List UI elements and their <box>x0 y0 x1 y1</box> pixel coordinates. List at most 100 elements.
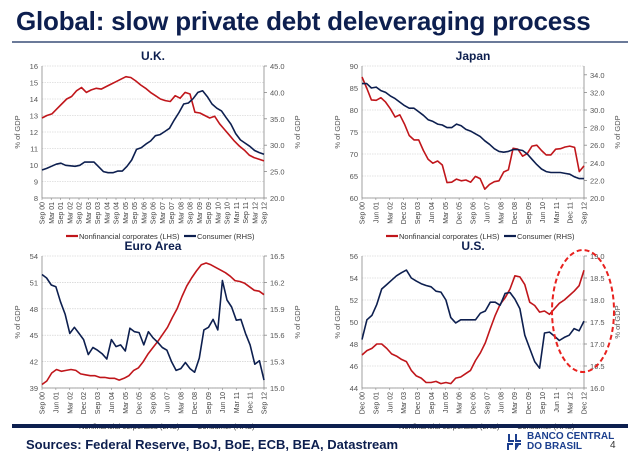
y-tick-right: 24.0 <box>590 159 605 168</box>
y-tick-right: 45.0 <box>270 62 285 71</box>
x-tick-label: Jun 08 <box>498 392 505 413</box>
y-tick-right: 30.0 <box>590 106 605 115</box>
x-tick-label: Sep 06 <box>151 202 158 224</box>
x-tick-label: Mar 08 <box>498 202 505 224</box>
y-axis-label-right: % of GDP <box>613 305 622 338</box>
x-tick-label: Mar 07 <box>160 202 167 224</box>
y-axis-label-right: % of GDP <box>293 115 302 148</box>
x-tick-label: Sep 03 <box>95 202 102 224</box>
series-line-consumer <box>361 269 585 369</box>
y-tick-left: 65 <box>350 172 358 181</box>
y-tick-left: 39 <box>30 384 38 393</box>
chart-title: Japan <box>456 49 491 63</box>
y-axis-label-left: % of GDP <box>13 305 22 338</box>
x-tick-label: Jun 07 <box>484 202 491 223</box>
y-tick-left: 60 <box>350 194 358 203</box>
footer-divider <box>12 424 628 428</box>
x-tick-label: Mar 09 <box>512 392 519 414</box>
series-line-nonfinancial-corporates <box>361 270 585 385</box>
x-tick-label: Jun 10 <box>540 202 547 223</box>
y-tick-right: 18.5 <box>590 274 605 283</box>
y-tick-right: 15.0 <box>270 384 285 393</box>
y-tick-left: 54 <box>30 252 38 261</box>
x-tick-label: Sep 09 <box>206 202 213 224</box>
y-tick-left: 85 <box>350 84 358 93</box>
y-tick-right: 28.0 <box>590 124 605 133</box>
chart-title: U.S. <box>461 239 484 253</box>
x-tick-label: Sep 08 <box>188 202 195 224</box>
x-tick-label: Dec 02 <box>401 202 408 224</box>
x-tick-label: Jun 11 <box>554 392 561 413</box>
x-tick-label: Jun 02 <box>387 392 394 413</box>
x-tick-label: Jun 04 <box>109 392 116 413</box>
y-tick-right: 16.5 <box>270 252 285 261</box>
y-tick-left: 50 <box>350 318 358 327</box>
y-tick-left: 16 <box>30 62 38 71</box>
y-tick-right: 20.0 <box>590 194 605 203</box>
x-tick-label: Dec 00 <box>360 392 367 414</box>
x-tick-label: Sep 03 <box>95 392 102 414</box>
logo-line-1: BANCO CENTRAL <box>527 431 615 442</box>
y-tick-left: 46 <box>350 362 358 371</box>
x-tick-label: Dec 11 <box>248 392 255 414</box>
y-axis-label-right: % of GDP <box>613 115 622 148</box>
x-tick-label: Jun 04 <box>429 202 436 223</box>
y-tick-left: 48 <box>350 340 358 349</box>
x-tick-label: Dec 11 <box>568 202 575 224</box>
series-line-nonfinancial-corporates <box>41 75 265 162</box>
y-tick-right: 17.0 <box>590 340 605 349</box>
y-tick-left: 10 <box>30 161 38 170</box>
x-tick-label: Mar 03 <box>401 392 408 414</box>
x-tick-label: Mar 06 <box>457 392 464 414</box>
x-tick-label: Mar 01 <box>49 202 56 224</box>
x-tick-label: Mar 04 <box>104 202 111 224</box>
x-tick-label: Sep 06 <box>151 392 158 414</box>
series-line-nonfinancial-corporates <box>41 262 265 386</box>
x-tick-label: Mar 12 <box>252 202 259 224</box>
y-tick-right: 30.0 <box>270 141 285 150</box>
x-tick-label: Dec 08 <box>192 392 199 414</box>
x-tick-label: Sep 07 <box>484 392 491 414</box>
y-tick-right: 40.0 <box>270 88 285 97</box>
y-tick-left: 14 <box>30 95 38 104</box>
x-tick-label: Sep 04 <box>114 202 121 224</box>
x-tick-label: Mar 12 <box>568 392 575 414</box>
x-tick-label: Sep 00 <box>40 392 47 414</box>
x-tick-label: Dec 08 <box>512 202 519 224</box>
y-tick-left: 45 <box>30 331 38 340</box>
x-tick-label: Mar 06 <box>141 202 148 224</box>
x-tick-label: Sep 00 <box>40 202 47 224</box>
y-tick-right: 34.0 <box>590 71 605 80</box>
x-tick-label: Mar 11 <box>554 202 561 223</box>
y-axis-label-left: % of GDP <box>13 115 22 148</box>
y-tick-left: 90 <box>350 62 358 71</box>
x-tick-label: Sep 10 <box>225 202 232 224</box>
x-tick-label: Sep 03 <box>415 202 422 224</box>
x-tick-label: Jun 10 <box>220 392 227 413</box>
x-tick-label: Sep 04 <box>429 392 436 414</box>
chart-svg: Japan 60 65 70 75 80 85 90 20.0 22.0 24.0 26.0 28.0 3… <box>333 49 622 241</box>
chart-svg: U.K. 8 9 10 11 12 13 14 15 16 20.0 25.0 30.0 35.0 40.0… <box>13 49 302 241</box>
x-tick-label: Jun 05 <box>443 392 450 413</box>
chart-svg: Euro Area 39 42 45 48 51 54 15.0 15.3 15.6 15.9 16.… <box>13 239 302 431</box>
series-line-consumer <box>41 89 265 174</box>
x-tick-label: Sep 02 <box>77 202 84 224</box>
x-tick-label: Sep 00 <box>360 202 367 224</box>
page-number: 4 <box>610 440 616 451</box>
y-axis-label-left: % of GDP <box>333 305 342 338</box>
x-tick-label: Dec 05 <box>137 392 144 414</box>
y-tick-right: 35.0 <box>270 115 285 124</box>
y-tick-right: 15.3 <box>270 358 285 367</box>
y-tick-right: 25.0 <box>270 168 285 177</box>
x-tick-label: Sep 09 <box>206 392 213 414</box>
slide-title: Global: slow private debt deleveraging p… <box>16 6 591 36</box>
y-tick-left: 13 <box>30 112 38 121</box>
bcb-logo-icon <box>507 434 521 450</box>
logo-line-2: DO BRASIL <box>527 441 582 452</box>
y-tick-right: 26.0 <box>590 141 605 150</box>
y-tick-right: 22.0 <box>590 176 605 185</box>
y-tick-left: 70 <box>350 150 358 159</box>
x-tick-label: Mar 03 <box>86 202 93 224</box>
x-tick-label: Mar 02 <box>67 392 74 414</box>
y-tick-left: 15 <box>30 79 38 88</box>
